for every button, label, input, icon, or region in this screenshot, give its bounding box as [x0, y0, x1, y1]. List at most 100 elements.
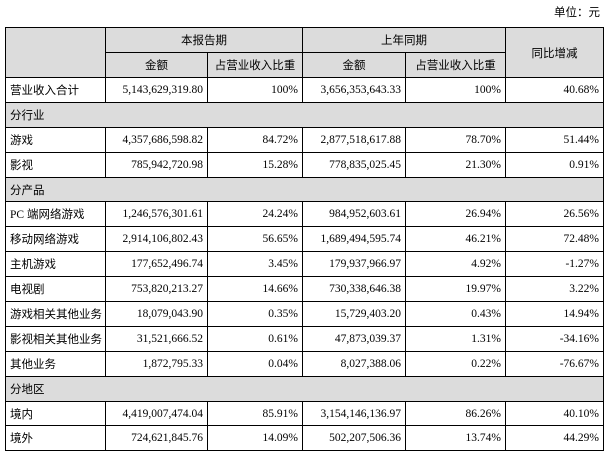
value-cell: 0.43% — [405, 301, 506, 327]
revenue-table: 本报告期 上年同期 同比增减 金额 占营业收入比重 金额 占营业收入比重 营业收… — [5, 27, 604, 452]
value-cell: 84.72% — [207, 126, 303, 153]
header-cell: 占营业收入比重 — [207, 52, 303, 78]
header-cell: 金额 — [302, 52, 406, 78]
section-row: 分行业 — [5, 101, 604, 128]
value-cell: 753,820,213.27 — [105, 276, 208, 303]
row-label: 境内 — [5, 400, 106, 427]
value-cell: 730,338,646.38 — [302, 276, 406, 303]
header-cell: 金额 — [105, 52, 208, 78]
data-row: 游戏相关其他业务 18,079,043.90 0.35% 15,729,403.20 0… — [5, 301, 604, 327]
row-label: 其他业务 — [5, 350, 106, 377]
value-cell: 13.74% — [405, 425, 506, 452]
value-cell: -76.67% — [505, 350, 604, 377]
value-cell: 179,937,966.97 — [302, 251, 406, 278]
row-label: 电视剧 — [5, 276, 106, 303]
value-cell: 5,143,629,319.80 — [105, 77, 208, 103]
value-cell: 778,835,025.45 — [302, 151, 406, 178]
value-cell: 984,952,603.61 — [302, 201, 406, 228]
section-row: 分产品 — [5, 176, 604, 203]
value-cell: 14.09% — [207, 425, 303, 452]
value-cell: 785,942,720.98 — [105, 151, 208, 178]
header-cell: 同比增减 — [505, 27, 604, 78]
data-row: 电视剧 753,820,213.27 14.66% 730,338,646.38 19.… — [5, 276, 604, 303]
section-cell: 分行业 — [5, 101, 604, 128]
section-cell: 分产品 — [5, 176, 604, 203]
value-cell: 1.31% — [405, 325, 506, 352]
row-label: PC 端网络游戏 — [5, 201, 106, 228]
unit-label: 单位：元 — [554, 7, 600, 19]
value-cell: 1,872,795.33 — [105, 350, 208, 377]
value-cell: 1,689,494,595.74 — [302, 226, 406, 253]
row-label: 移动网络游戏 — [5, 226, 106, 253]
value-cell: 2,914,106,802.43 — [105, 226, 208, 253]
row-label: 营业收入合计 — [5, 77, 106, 103]
data-row: PC 端网络游戏 1,246,576,301.61 24.24% 984,952,60… — [5, 201, 604, 228]
row-label: 游戏相关其他业务 — [5, 301, 106, 327]
value-cell: 26.94% — [405, 201, 506, 228]
value-cell: 51.44% — [505, 126, 604, 153]
value-cell: 0.04% — [207, 350, 303, 377]
value-cell: 46.21% — [405, 226, 506, 253]
header-cell: 上年同期 — [302, 27, 506, 53]
value-cell: 21.30% — [405, 151, 506, 178]
value-cell: 100% — [405, 77, 506, 103]
header-cell — [5, 27, 106, 78]
section-row: 分地区 — [5, 375, 604, 402]
value-cell: 40.10% — [505, 400, 604, 427]
value-cell: 3,154,146,136.97 — [302, 400, 406, 427]
value-cell: 0.61% — [207, 325, 303, 352]
header-row: 本报告期 上年同期 同比增减 — [5, 27, 604, 78]
value-cell: 31,521,666.52 — [105, 325, 208, 352]
value-cell: 3.45% — [207, 251, 303, 278]
row-label: 游戏 — [5, 126, 106, 153]
value-cell: 4,419,007,474.04 — [105, 400, 208, 427]
value-cell: 19.97% — [405, 276, 506, 303]
value-cell: 100% — [207, 77, 303, 103]
section-cell: 分地区 — [5, 375, 604, 402]
value-cell: 2,877,518,617.88 — [302, 126, 406, 153]
value-cell: 18,079,043.90 — [105, 301, 208, 327]
value-cell: -1.27% — [505, 251, 604, 278]
value-cell: 4,357,686,598.82 — [105, 126, 208, 153]
data-row: 移动网络游戏 2,914,106,802.43 56.65% 1,689,494,59… — [5, 226, 604, 253]
header-cell: 占营业收入比重 — [405, 52, 506, 78]
row-label: 影视相关其他业务 — [5, 325, 106, 352]
value-cell: 724,621,845.76 — [105, 425, 208, 452]
row-label: 境外 — [5, 425, 106, 452]
table-body: 营业收入合计 5,143,629,319.80 100% 3,656,353,643.… — [5, 77, 604, 452]
value-cell: 177,652,496.74 — [105, 251, 208, 278]
value-cell: 502,207,506.36 — [302, 425, 406, 452]
value-cell: 47,873,039.37 — [302, 325, 406, 352]
data-row: 境内 4,419,007,474.04 85.91% 3,154,146,136.97… — [5, 400, 604, 427]
value-cell: 14.94% — [505, 301, 604, 327]
value-cell: 85.91% — [207, 400, 303, 427]
value-cell: 4.92% — [405, 251, 506, 278]
value-cell: 3.22% — [505, 276, 604, 303]
value-cell: 3,656,353,643.33 — [302, 77, 406, 103]
value-cell: 86.26% — [405, 400, 506, 427]
value-cell: 15.28% — [207, 151, 303, 178]
value-cell: 24.24% — [207, 201, 303, 228]
header-cell: 本报告期 — [105, 27, 303, 53]
value-cell: 14.66% — [207, 276, 303, 303]
value-cell: 44.29% — [505, 425, 604, 452]
value-cell: 56.65% — [207, 226, 303, 253]
value-cell: 40.68% — [505, 77, 604, 103]
row-label: 影视 — [5, 151, 106, 178]
data-row: 主机游戏 177,652,496.74 3.45% 179,937,966.97 4.9… — [5, 251, 604, 278]
value-cell: 15,729,403.20 — [302, 301, 406, 327]
value-cell: 0.91% — [505, 151, 604, 178]
value-cell: -34.16% — [505, 325, 604, 352]
data-row: 影视相关其他业务 31,521,666.52 0.61% 47,873,039.37 1… — [5, 325, 604, 352]
value-cell: 78.70% — [405, 126, 506, 153]
row-label: 主机游戏 — [5, 251, 106, 278]
value-cell: 8,027,388.06 — [302, 350, 406, 377]
header-row: 金额 占营业收入比重 金额 占营业收入比重 — [6, 52, 604, 78]
value-cell: 72.48% — [505, 226, 604, 253]
value-cell: 26.56% — [505, 201, 604, 228]
value-cell: 1,246,576,301.61 — [105, 201, 208, 228]
data-row: 境外 724,621,845.76 14.09% 502,207,506.36 13.7… — [5, 425, 604, 452]
value-cell: 0.22% — [405, 350, 506, 377]
value-cell: 0.35% — [207, 301, 303, 327]
